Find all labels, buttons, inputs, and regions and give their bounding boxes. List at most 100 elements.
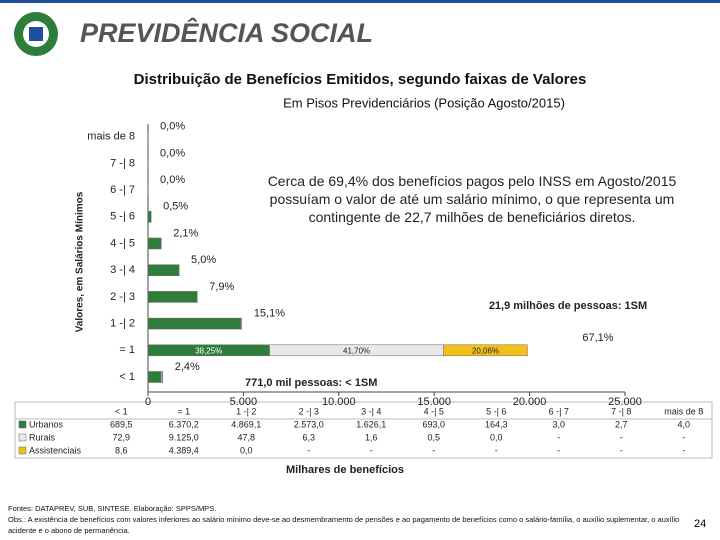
table-cell: 4.389,4 <box>169 445 199 455</box>
y-tick-label: 3 -| 4 <box>110 264 135 276</box>
share-label: 67,1% <box>582 332 613 344</box>
header-strip <box>0 0 720 3</box>
bar-segment <box>240 317 243 330</box>
legend-swatch <box>18 420 27 429</box>
bar-segment <box>443 344 528 357</box>
share-label: 2,1% <box>173 227 198 239</box>
legend-swatch <box>18 433 27 442</box>
table-cell: 0,5 <box>427 432 440 442</box>
table-cell: 0,0 <box>490 432 503 442</box>
source: Fontes: DATAPREV, SUB, SINTESE. Elaboraç… <box>8 504 217 513</box>
table-header: mais de 8 <box>664 406 703 416</box>
table-header: = 1 <box>177 406 190 416</box>
x-tick-label: 20.000 <box>513 396 547 408</box>
table-cell: 3,0 <box>552 419 565 429</box>
bar-segment <box>147 371 162 383</box>
y-tick-label: 7 -| 8 <box>110 157 135 169</box>
y-tick-label: 4 -| 5 <box>110 237 135 249</box>
table-cell: 2.573,0 <box>294 419 324 429</box>
table-cell: - <box>682 432 685 442</box>
share-label: 0,0% <box>160 174 185 186</box>
logo-core <box>29 27 43 41</box>
callout: 21,9 milhões de pessoas: 1SM <box>489 300 647 312</box>
table-cell: 1,6 <box>365 432 378 442</box>
share-label: 15,1% <box>254 308 285 320</box>
y-tick-label: < 1 <box>119 371 135 383</box>
share-label: 0,0% <box>160 147 185 159</box>
chart-title: Distribuição de Benefícios Emitidos, seg… <box>134 71 587 88</box>
table-header: 4 -| 5 <box>424 406 444 416</box>
segment-label: 41,70% <box>343 346 370 355</box>
table-cell: 1.626,1 <box>356 419 386 429</box>
y-tick-label: 1 -| 2 <box>110 318 135 330</box>
table-cell: 8,6 <box>115 445 128 455</box>
y-tick-label: 5 -| 6 <box>110 211 135 223</box>
x-tick-label: 5.000 <box>230 396 258 408</box>
table-cell: - <box>432 445 435 455</box>
share-label: 0,5% <box>163 201 188 213</box>
table-cell: 0,0 <box>240 445 253 455</box>
share-label: 5,0% <box>191 254 216 266</box>
table-cell: 6.370,2 <box>169 419 199 429</box>
table-cell: - <box>557 445 560 455</box>
table-cell: 9.125,0 <box>169 432 199 442</box>
table-header: 3 -| 4 <box>361 406 381 416</box>
chart-subtitle: Em Pisos Previdenciários (Posição Agosto… <box>283 95 565 110</box>
table-header: 7 -| 8 <box>611 406 631 416</box>
x-tick-label: 15.000 <box>417 396 451 408</box>
y-tick-label: = 1 <box>119 344 135 356</box>
brand: PREVIDÊNCIA SOCIAL <box>80 17 373 48</box>
table-cell: 72,9 <box>112 432 130 442</box>
header-band <box>0 0 720 68</box>
table-cell: - <box>370 445 373 455</box>
table-cell: 689,5 <box>110 419 133 429</box>
obs: Obs.: A existência de benefícios com val… <box>8 515 680 535</box>
table-cell: - <box>495 445 498 455</box>
segment-label: 38,25% <box>195 346 222 355</box>
table-cell: 47,8 <box>237 432 255 442</box>
y-tick-label: 2 -| 3 <box>110 291 135 303</box>
x-tick-label: 25.000 <box>608 396 642 408</box>
page-number: 24 <box>694 518 707 530</box>
y-tick-label: 6 -| 7 <box>110 184 135 196</box>
legend-label: Rurais <box>29 432 56 442</box>
table-frame <box>14 401 713 459</box>
table-cell: - <box>682 445 685 455</box>
table-header: 2 -| 3 <box>299 406 319 416</box>
table-cell: - <box>620 445 623 455</box>
legend-label: Assistenciais <box>29 445 82 455</box>
table-cell: 4.869,1 <box>231 419 261 429</box>
annotation: Cerca de 69,4% dos benefícios pagos pelo… <box>267 173 677 225</box>
legend-label: Urbanos <box>29 419 64 429</box>
x-tick-label: 0 <box>145 396 151 408</box>
bar-segment <box>147 237 162 250</box>
share-label: 7,9% <box>209 281 234 293</box>
callout: 771,0 mil pessoas: < 1SM <box>245 377 377 389</box>
bar-segment <box>147 211 152 223</box>
y-axis-label: Valores, em Salários Mínimos <box>75 191 86 332</box>
share-label: 0,0% <box>160 121 185 133</box>
table-cell: 4,0 <box>677 419 690 429</box>
table-header: 5 -| 6 <box>486 406 506 416</box>
bar-segment <box>147 317 242 330</box>
table-cell: 6,3 <box>302 432 315 442</box>
table-cell: - <box>557 432 560 442</box>
table-header: 6 -| 7 <box>549 406 569 416</box>
table-header: < 1 <box>115 406 128 416</box>
legend-swatch <box>18 446 27 455</box>
x-axis-label: Milhares de benefícios <box>286 464 404 476</box>
table-cell: - <box>620 432 623 442</box>
segment-label: 20,06% <box>472 346 499 355</box>
y-tick-label: mais de 8 <box>87 131 135 143</box>
x-tick-label: 10.000 <box>322 396 356 408</box>
table-cell: 2,7 <box>615 419 628 429</box>
table-cell: - <box>307 445 310 455</box>
bar-segment <box>147 264 180 276</box>
bar-segment <box>147 291 198 303</box>
table-cell: 164,3 <box>485 419 508 429</box>
share-label: 2,4% <box>175 361 200 373</box>
table-header: 1 -| 2 <box>236 406 256 416</box>
table-cell: 693,0 <box>422 419 445 429</box>
